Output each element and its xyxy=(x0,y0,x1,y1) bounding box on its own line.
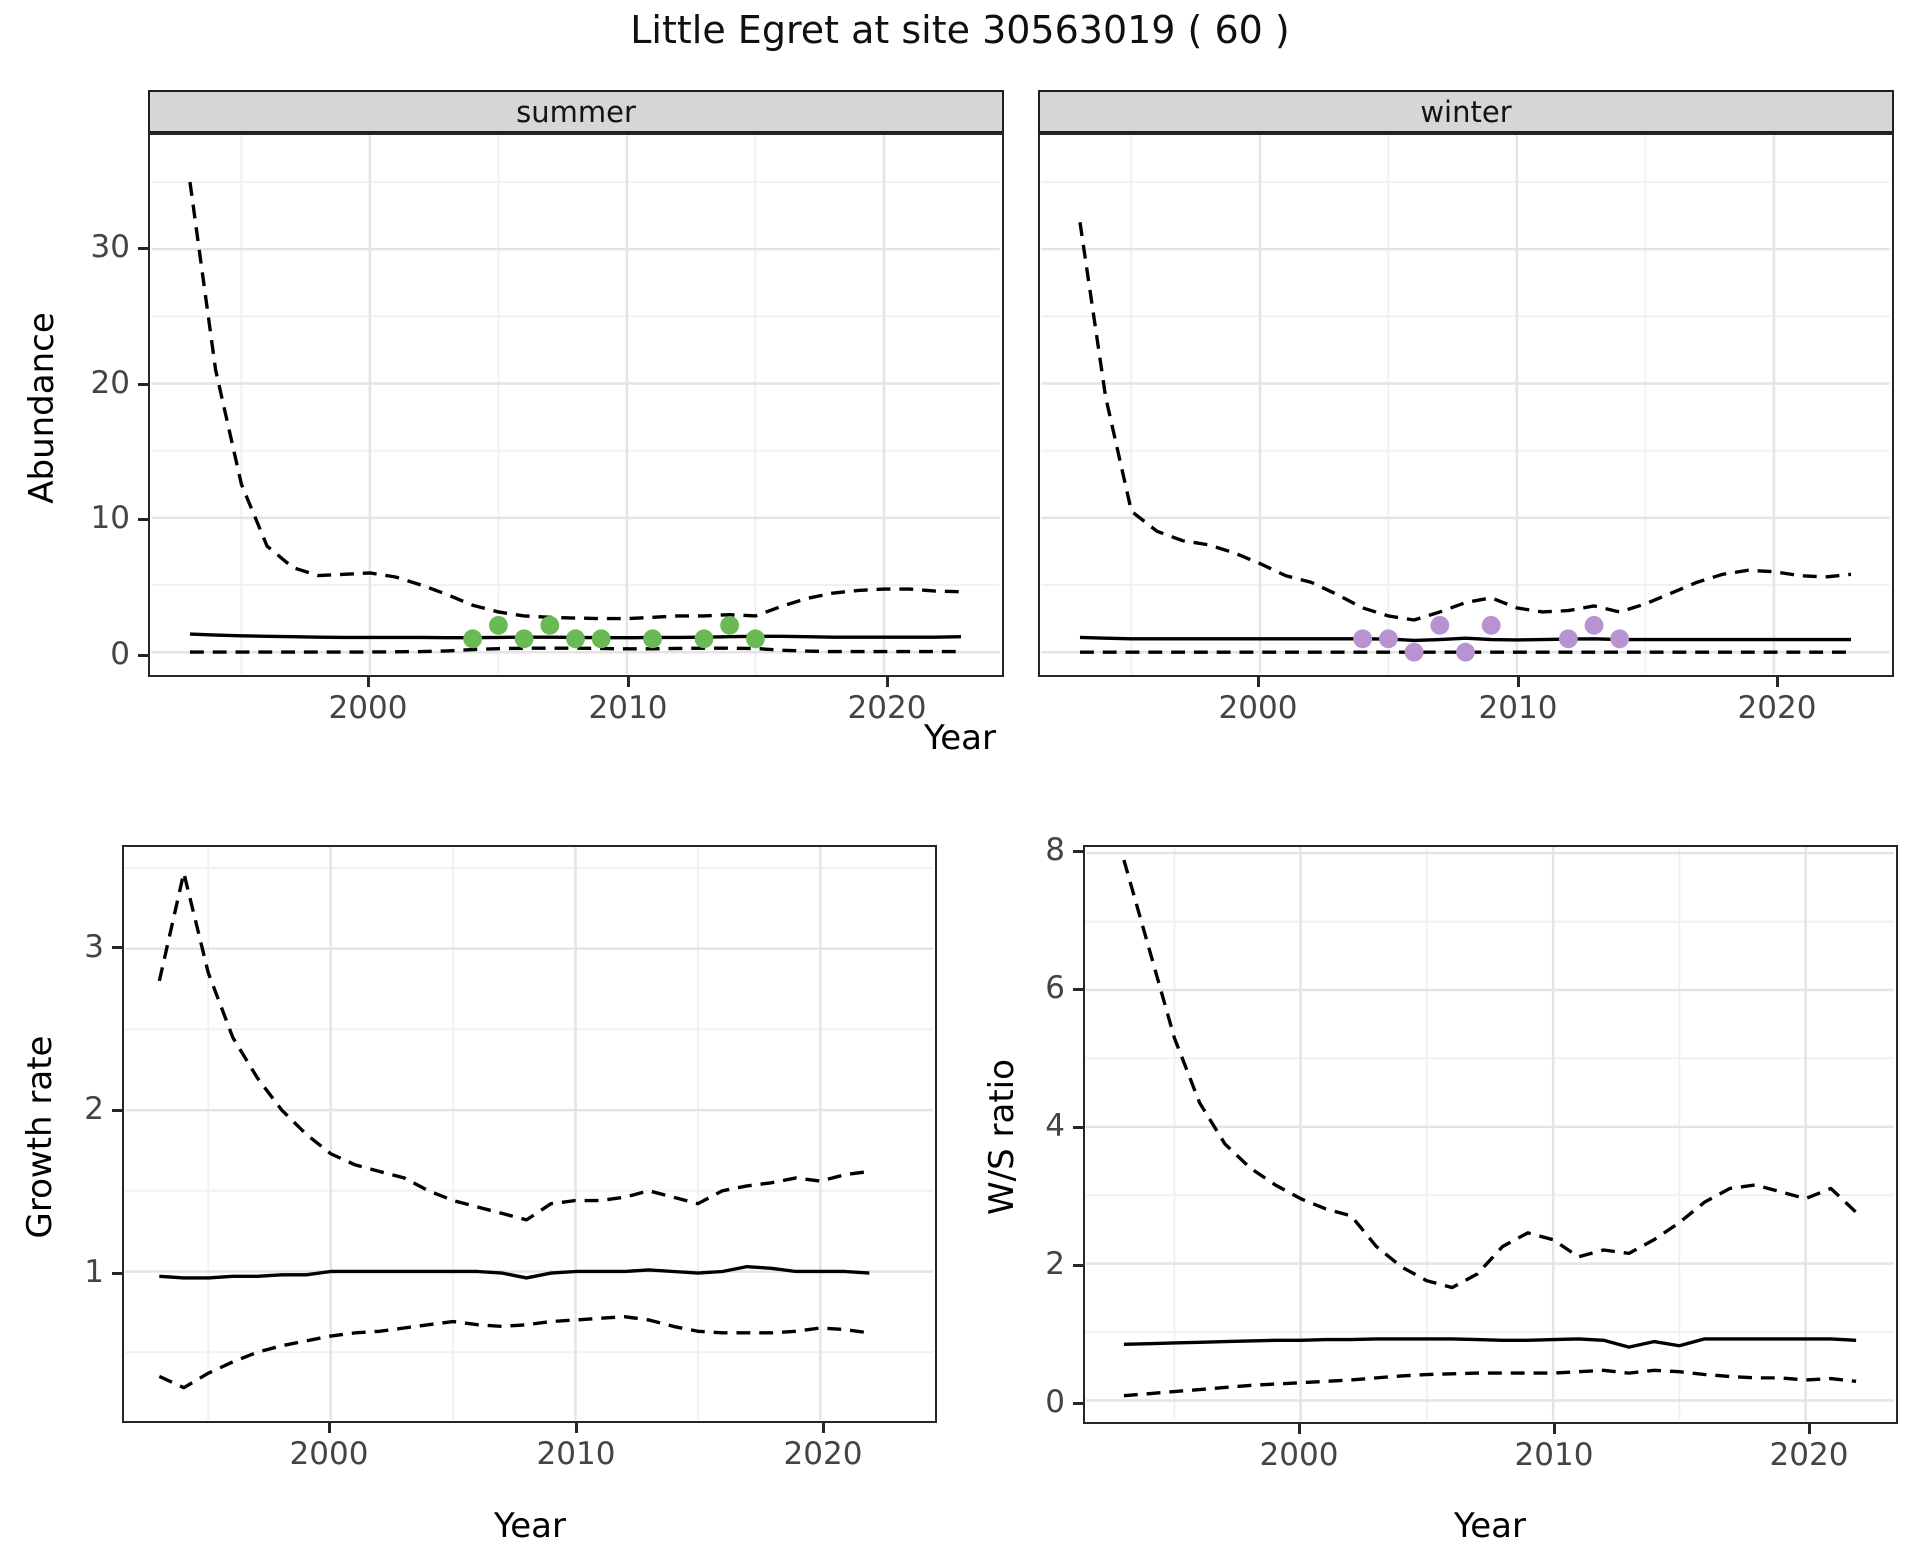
ws_ratio-upper_ci-line xyxy=(1122,859,1858,1290)
x-axis-title-year-bottom-right: Year xyxy=(1454,1506,1526,1546)
observed-winter-counts-point xyxy=(1481,615,1501,635)
observed-summer-counts-point xyxy=(694,629,714,649)
abundance_summer-upper_ci-line xyxy=(188,181,962,621)
x-tick-label: 2020 xyxy=(847,690,927,726)
growth_rate-median-line xyxy=(159,1264,870,1280)
abundance_summer-plot-area xyxy=(151,135,1000,674)
x-tick-label: 2000 xyxy=(328,690,408,726)
observed-summer-counts-point xyxy=(566,629,585,649)
y-tick-mark xyxy=(1073,1264,1083,1267)
y-tick-label: 6 xyxy=(1045,970,1065,1006)
x-tick-mark xyxy=(328,1423,331,1433)
observed-winter-counts-point xyxy=(1584,615,1604,635)
y-tick-label: 2 xyxy=(1045,1246,1065,1282)
observed-summer-counts-point xyxy=(591,629,611,649)
y-tick-label: 1 xyxy=(84,1254,104,1290)
x-tick-mark xyxy=(1257,677,1260,687)
x-tick-label: 2010 xyxy=(1478,690,1558,726)
y-tick-mark xyxy=(138,654,148,657)
x-tick-label: 2000 xyxy=(1259,1437,1339,1473)
x-tick-mark xyxy=(822,1423,825,1433)
y-tick-label: 2 xyxy=(84,1091,104,1127)
observed-summer-counts-point xyxy=(643,629,662,649)
x-tick-label: 2000 xyxy=(289,1436,369,1472)
x-tick-mark xyxy=(1553,1424,1556,1434)
growth_rate-lower_ci-line xyxy=(158,1315,870,1390)
y-tick-label: 8 xyxy=(1045,832,1065,868)
y-tick-mark xyxy=(1073,988,1083,991)
x-tick-label: 2020 xyxy=(1737,690,1817,726)
y-tick-mark xyxy=(112,946,122,949)
x-tick-label: 2000 xyxy=(1218,690,1298,726)
observed-summer-counts-point xyxy=(540,615,560,635)
y-tick-mark xyxy=(1073,1126,1083,1129)
y-tick-label: 4 xyxy=(1045,1108,1065,1144)
y-tick-label: 0 xyxy=(110,636,130,672)
x-tick-mark xyxy=(1298,1424,1301,1434)
ws_ratio-lower_ci-line xyxy=(1123,1368,1857,1398)
x-tick-label: 2010 xyxy=(1514,1437,1594,1473)
x-tick-label: 2010 xyxy=(536,1436,616,1472)
observed-winter-counts-point xyxy=(1558,629,1578,649)
x-tick-mark xyxy=(1517,677,1520,687)
facet-strip-winter-label: winter xyxy=(1420,94,1512,129)
observed-summer-counts-point xyxy=(489,615,508,635)
y-tick-label: 30 xyxy=(90,229,130,265)
x-tick-mark xyxy=(575,1423,578,1433)
y-tick-mark xyxy=(138,383,148,386)
x-tick-mark xyxy=(1776,677,1779,687)
y-tick-label: 3 xyxy=(84,929,104,965)
observed-summer-counts-point xyxy=(746,629,765,649)
y-tick-mark xyxy=(1073,850,1083,853)
x-axis-title-year-top: Year xyxy=(924,718,996,758)
y-tick-mark xyxy=(138,247,148,250)
x-tick-mark xyxy=(367,677,370,687)
ws_ratio-median-line xyxy=(1123,1337,1857,1349)
observed-summer-counts-point xyxy=(463,629,483,649)
observed-summer-counts-point xyxy=(514,629,534,649)
panel-abundance-summer xyxy=(148,133,1004,677)
panel-growth-rate xyxy=(122,845,937,1423)
ws_ratio-plot-area xyxy=(1086,847,1894,1421)
x-axis-title-year-bottom-left: Year xyxy=(494,1506,566,1546)
growth_rate-upper_ci-line xyxy=(157,871,870,1222)
y-axis-title-abundance: Abundance xyxy=(22,312,62,504)
observed-winter-counts-point xyxy=(1456,642,1475,662)
y-tick-mark xyxy=(1073,1402,1083,1405)
y-tick-label: 0 xyxy=(1045,1384,1065,1420)
observed-summer-counts-point xyxy=(720,615,740,635)
x-tick-mark xyxy=(1808,1424,1811,1434)
y-tick-label: 10 xyxy=(90,500,130,536)
abundance_summer-lower_ci-line xyxy=(189,646,962,654)
panel-ws-ratio xyxy=(1083,845,1898,1424)
abundance_winter-upper_ci-line xyxy=(1078,222,1852,622)
observed-winter-counts-point xyxy=(1353,629,1373,649)
abundance_winter-median-line xyxy=(1079,635,1852,643)
x-tick-mark xyxy=(886,677,889,687)
x-tick-label: 2020 xyxy=(783,1436,863,1472)
y-tick-mark xyxy=(138,518,148,521)
x-tick-label: 2020 xyxy=(1769,1437,1849,1473)
y-tick-label: 20 xyxy=(90,365,130,401)
x-tick-label: 2010 xyxy=(588,690,668,726)
plot-title: Little Egret at site 30563019 ( 60 ) xyxy=(630,8,1290,52)
y-tick-mark xyxy=(112,1272,122,1275)
x-tick-mark xyxy=(627,677,630,687)
facet-strip-winter: winter xyxy=(1038,90,1894,133)
y-tick-mark xyxy=(112,1109,122,1112)
facet-strip-summer: summer xyxy=(148,90,1004,133)
abundance_winter-plot-area xyxy=(1041,135,1890,674)
observed-winter-counts-point xyxy=(1610,629,1630,649)
panel-abundance-winter xyxy=(1038,133,1894,677)
observed-winter-counts-point xyxy=(1430,615,1450,635)
observed-winter-counts-point xyxy=(1404,642,1424,662)
observed-winter-counts-point xyxy=(1379,629,1398,649)
facet-strip-summer-label: summer xyxy=(516,94,636,129)
growth_rate-plot-area xyxy=(125,847,933,1420)
